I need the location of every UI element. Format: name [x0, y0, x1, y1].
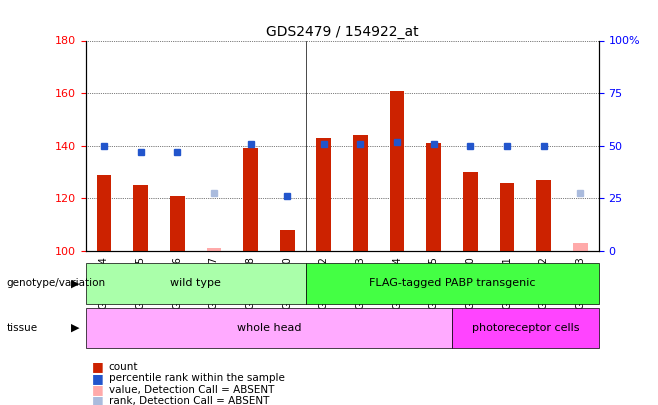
Text: percentile rank within the sample: percentile rank within the sample [109, 373, 284, 383]
Text: ■: ■ [92, 372, 104, 385]
Text: ■: ■ [92, 360, 104, 373]
Text: whole head: whole head [237, 323, 301, 333]
Text: ▶: ▶ [72, 279, 80, 288]
Bar [170, 196, 184, 251]
Text: ■: ■ [92, 394, 104, 405]
Bar [133, 185, 148, 251]
Title: GDS2479 / 154922_at: GDS2479 / 154922_at [266, 26, 418, 39]
Bar [390, 91, 405, 251]
Text: tissue: tissue [7, 323, 38, 333]
Bar [573, 243, 588, 251]
Bar [353, 135, 368, 251]
Bar [280, 230, 295, 251]
Text: count: count [109, 362, 138, 372]
Text: ▶: ▶ [72, 323, 80, 333]
Text: genotype/variation: genotype/variation [7, 279, 106, 288]
Bar [316, 138, 331, 251]
Bar [426, 143, 441, 251]
Bar [500, 183, 515, 251]
Bar [97, 175, 111, 251]
Bar [536, 180, 551, 251]
Text: photoreceptor cells: photoreceptor cells [472, 323, 579, 333]
Bar [463, 172, 478, 251]
Text: wild type: wild type [170, 279, 221, 288]
Text: value, Detection Call = ABSENT: value, Detection Call = ABSENT [109, 385, 274, 394]
Text: ■: ■ [92, 383, 104, 396]
Text: FLAG-tagged PABP transgenic: FLAG-tagged PABP transgenic [369, 279, 536, 288]
Bar [207, 248, 221, 251]
Text: rank, Detection Call = ABSENT: rank, Detection Call = ABSENT [109, 396, 269, 405]
Bar [243, 149, 258, 251]
